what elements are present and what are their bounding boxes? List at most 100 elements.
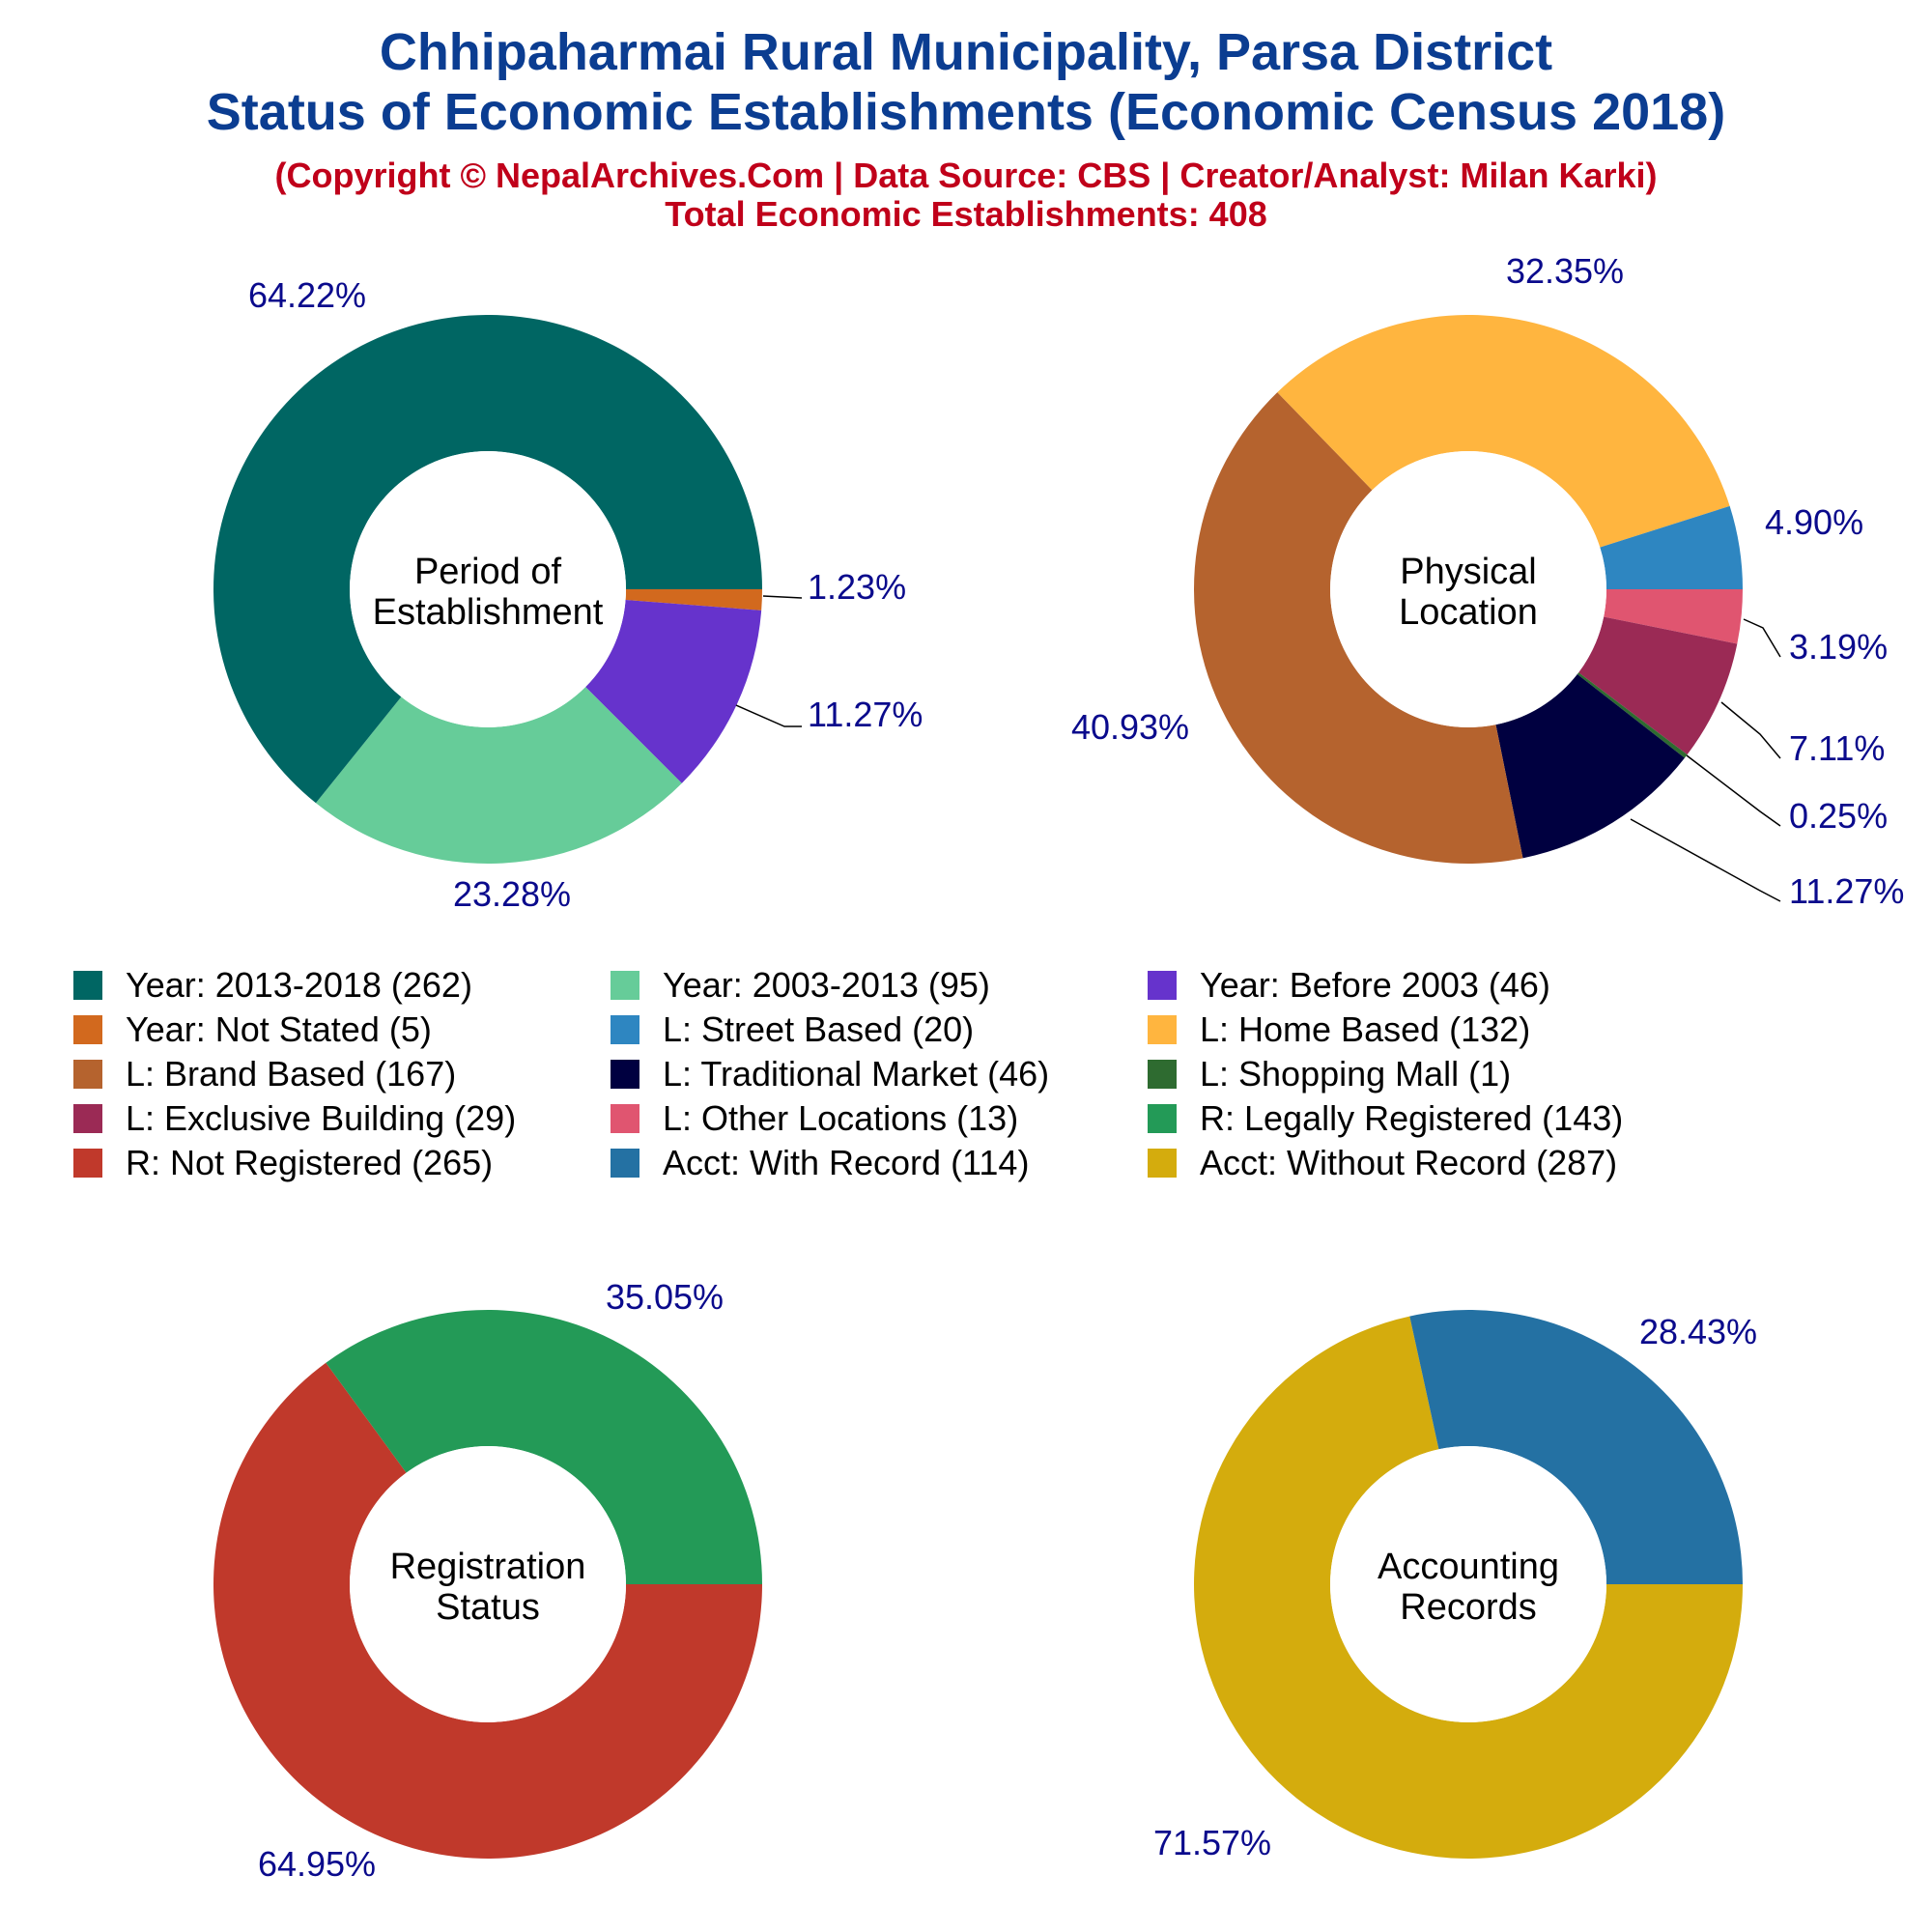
donut-center-label: Status [436, 1587, 540, 1628]
percent-label: 71.57% [1153, 1823, 1271, 1862]
legend: Year: 2013-2018 (262) Year: 2003-2013 (95… [73, 963, 1909, 1185]
legend-item: L: Other Locations (13) [611, 1096, 1148, 1141]
legend-label: L: Home Based (132) [1200, 1009, 1531, 1049]
legend-label: Year: Not Stated (5) [126, 1009, 432, 1049]
donut-slice [1277, 315, 1730, 548]
donut-slice [1409, 1310, 1743, 1584]
legend-item: R: Not Registered (265) [73, 1141, 611, 1185]
percent-label: 7.11% [1789, 728, 1885, 768]
legend-label: R: Not Registered (265) [126, 1143, 494, 1182]
donut-slice [326, 1309, 762, 1584]
donut-hole [1330, 451, 1606, 727]
percent-label: 3.19% [1789, 627, 1888, 667]
label-leader-line [1630, 818, 1781, 902]
donut-slice [1600, 505, 1743, 589]
legend-label: R: Legally Registered (143) [1200, 1098, 1624, 1138]
legend-swatch [1148, 971, 1177, 1000]
legend-swatch [611, 1149, 639, 1178]
percent-label: 0.25% [1789, 796, 1888, 836]
donut-slice [1495, 673, 1685, 859]
percent-label: 11.27% [1789, 871, 1904, 911]
percent-label: 35.05% [606, 1277, 724, 1317]
label-leader-line [735, 704, 802, 727]
donut-center-label: Accounting [1378, 1547, 1559, 1587]
donut-hole [1330, 1446, 1606, 1722]
donut-slice [213, 314, 762, 804]
percent-label: 11.27% [808, 695, 923, 734]
legend-row: Year: Not Stated (5) L: Street Based (20)… [73, 1008, 1909, 1052]
donut-slice [1194, 1316, 1743, 1859]
legend-item: Year: 2003-2013 (95) [611, 963, 1148, 1008]
legend-label: L: Shopping Mall (1) [1200, 1054, 1512, 1094]
donut-slice [585, 600, 762, 783]
percent-label: 64.22% [248, 275, 366, 315]
donut-slice [1604, 589, 1743, 644]
donut-hole [350, 451, 626, 727]
legend-row: L: Brand Based (167) L: Traditional Marke… [73, 1052, 1909, 1096]
donut-slice [1577, 672, 1688, 758]
legend-swatch [73, 971, 102, 1000]
percent-label: 40.93% [1071, 707, 1189, 747]
legend-swatch [611, 1104, 639, 1133]
label-leader-line [1686, 754, 1781, 827]
percent-label: 23.28% [453, 874, 571, 914]
legend-swatch [611, 1060, 639, 1089]
legend-label: L: Brand Based (167) [126, 1054, 457, 1094]
legend-item: Acct: Without Record (287) [1148, 1141, 1685, 1185]
legend-label: L: Traditional Market (46) [663, 1054, 1050, 1094]
label-leader-line [1743, 618, 1781, 658]
donut-slice [625, 589, 762, 611]
legend-item: L: Traditional Market (46) [611, 1052, 1148, 1096]
legend-label: L: Exclusive Building (29) [126, 1098, 517, 1138]
legend-swatch [1148, 1149, 1177, 1178]
legend-label: Acct: Without Record (287) [1200, 1143, 1618, 1182]
legend-item: Year: Not Stated (5) [73, 1008, 611, 1052]
legend-swatch [1148, 1060, 1177, 1089]
donut-center-label: Establishment [373, 592, 604, 633]
legend-row: Year: 2013-2018 (262) Year: 2003-2013 (95… [73, 963, 1909, 1008]
donut-center-label: Period of [414, 552, 562, 592]
chart-title-line-2: Status of Economic Establishments (Econo… [206, 83, 1726, 141]
legend-swatch [73, 1149, 102, 1178]
percent-label: 32.35% [1506, 251, 1624, 291]
legend-swatch [73, 1015, 102, 1044]
legend-swatch [611, 1015, 639, 1044]
percent-label: 64.95% [258, 1844, 376, 1884]
legend-swatch [611, 971, 639, 1000]
legend-item: L: Home Based (132) [1148, 1008, 1685, 1052]
legend-item: Year: 2013-2018 (262) [73, 963, 611, 1008]
donut-center-label: Registration [390, 1547, 586, 1587]
donut-center-label: Records [1400, 1587, 1537, 1628]
legend-item: L: Brand Based (167) [73, 1052, 611, 1096]
percent-label: 4.90% [1765, 502, 1863, 542]
legend-label: Year: Before 2003 (46) [1200, 965, 1550, 1005]
legend-item: L: Street Based (20) [611, 1008, 1148, 1052]
legend-label: Acct: With Record (114) [663, 1143, 1030, 1182]
legend-item: L: Shopping Mall (1) [1148, 1052, 1685, 1096]
legend-label: Year: 2013-2018 (262) [126, 965, 472, 1005]
donut-slice [1578, 616, 1738, 755]
legend-row: L: Exclusive Building (29) L: Other Locat… [73, 1096, 1909, 1141]
legend-item: L: Exclusive Building (29) [73, 1096, 611, 1141]
donut-slice [1194, 392, 1523, 864]
donut-center-label: Physical [1400, 552, 1537, 592]
percent-label: 28.43% [1639, 1312, 1757, 1351]
percent-label: 1.23% [808, 567, 906, 607]
donut-slice [315, 687, 682, 864]
label-leader-line [1720, 701, 1781, 759]
chart-title-line-1: Chhipaharmai Rural Municipality, Parsa D… [379, 23, 1553, 81]
legend-item: Year: Before 2003 (46) [1148, 963, 1685, 1008]
legend-swatch [73, 1060, 102, 1089]
legend-swatch [73, 1104, 102, 1133]
legend-label: L: Street Based (20) [663, 1009, 975, 1049]
legend-row: R: Not Registered (265) Acct: With Record… [73, 1141, 1909, 1185]
legend-item: Acct: With Record (114) [611, 1141, 1148, 1185]
label-leader-line [762, 595, 803, 599]
legend-swatch [1148, 1015, 1177, 1044]
legend-label: L: Other Locations (13) [663, 1098, 1019, 1138]
